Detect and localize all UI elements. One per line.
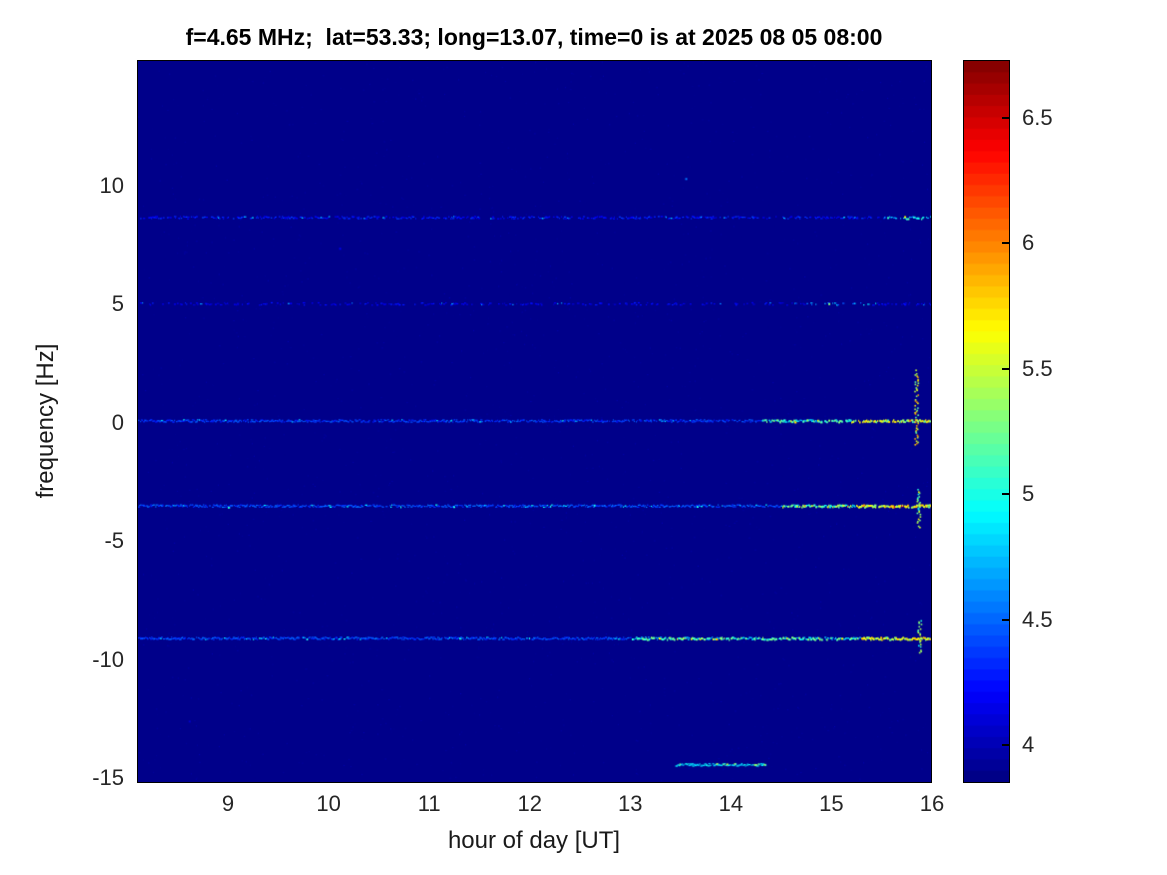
x-tick-label: 14: [718, 791, 744, 816]
colorbar-tick-mark: [1002, 493, 1009, 496]
y-tick-label: -5: [104, 528, 124, 554]
colorbar-tick-mark: [1002, 618, 1009, 621]
y-tick-label: -15: [92, 765, 124, 791]
y-tick-label: 5: [111, 291, 124, 317]
colorbar-tick-label: 5.5: [1022, 355, 1053, 381]
colorbar-canvas: [964, 61, 1009, 782]
colorbar-tick-label: 4.5: [1022, 606, 1053, 632]
x-axis-label: hour of day [UT]: [447, 827, 621, 854]
colorbar: [963, 60, 1010, 783]
y-tick-label: 0: [111, 409, 124, 435]
colorbar-tick-label: 4: [1022, 732, 1035, 758]
colorbar-tick-label: 6: [1022, 230, 1035, 256]
plot-area: [137, 60, 932, 783]
colorbar-tick-mark: [1002, 744, 1009, 747]
x-tick-label: 12: [517, 791, 542, 816]
colorbar-tick-mark: [1002, 242, 1009, 245]
colorbar-tick-label: 6.5: [1022, 104, 1053, 130]
y-tick-label: -10: [92, 646, 124, 672]
x-tick-label: 11: [417, 791, 441, 816]
colorbar-tick-label: 5: [1022, 481, 1035, 507]
y-tick-label: 10: [99, 172, 124, 198]
x-tick-label: 9: [221, 791, 235, 816]
x-tick-label: 10: [316, 791, 341, 816]
x-tick-label: 13: [618, 791, 643, 816]
spectrogram-canvas: [138, 61, 931, 782]
colorbar-tick-mark: [1002, 116, 1009, 119]
colorbar-tick-mark: [1002, 367, 1009, 370]
plot-title: f=4.65 MHz; lat=53.33; long=13.07, time=…: [185, 24, 883, 50]
x-tick-label: 16: [919, 791, 945, 816]
x-tick-label: 15: [819, 791, 844, 816]
